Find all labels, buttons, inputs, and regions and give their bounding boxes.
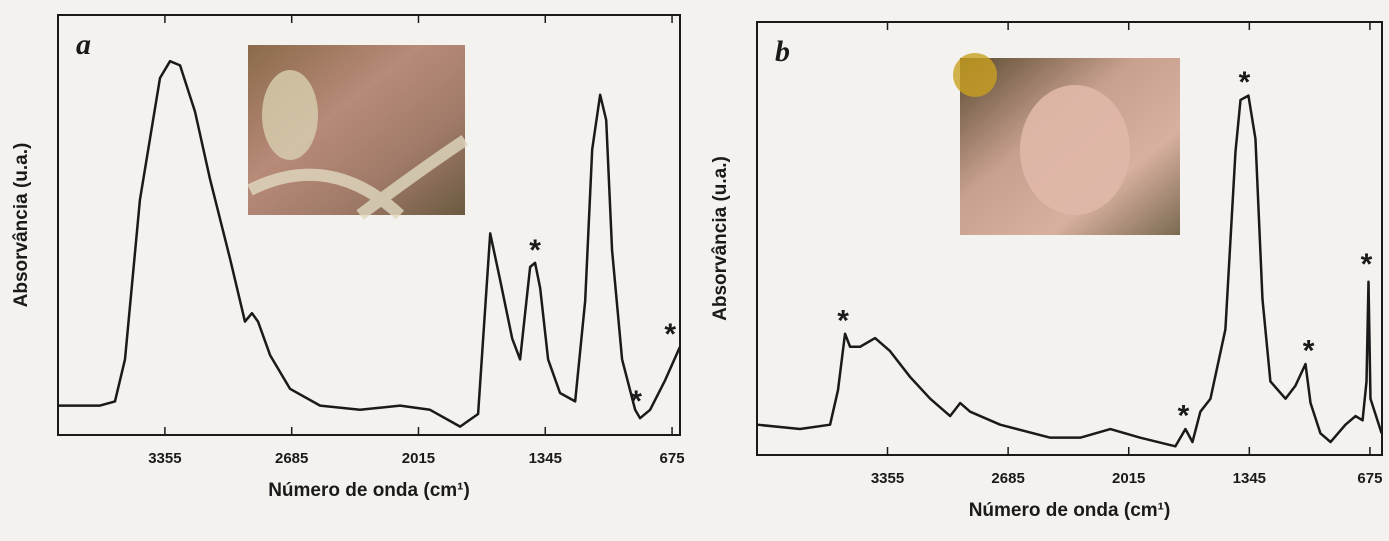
x-tick-label: 2015	[402, 450, 435, 467]
peak-marker: *	[664, 318, 676, 351]
panel: 3355 2685 2015 1345 675 Número de onda (cm¹) A…	[11, 14, 685, 501]
panel: 3355 2685 2015 1345 675 Número de onda (cm¹) A…	[710, 21, 1383, 521]
y-axis-label: Absorvância (u.a.)	[11, 143, 32, 308]
plot-frame	[57, 14, 681, 436]
plot-frame	[756, 21, 1383, 456]
peak-marker: *	[630, 385, 642, 418]
x-tick-label: 2685	[275, 450, 308, 467]
y-axis-label: Absorvância (u.a.)	[710, 156, 731, 321]
peak-marker: *	[529, 234, 541, 267]
x-tick-label: 675	[1357, 470, 1382, 487]
inset-photo-a	[247, 45, 469, 220]
x-axis-label: Número de onda (cm¹)	[268, 480, 470, 501]
panel-label: b	[775, 35, 790, 68]
peak-marker: *	[1239, 66, 1251, 99]
x-tick-label: 3355	[871, 470, 904, 487]
peak-marker: *	[1303, 335, 1315, 368]
x-tick-label: 1345	[529, 450, 562, 467]
x-tick-label: 3355	[148, 450, 181, 467]
panel-label: a	[76, 28, 91, 61]
peak-marker: *	[1361, 248, 1373, 281]
spectrum-line	[58, 59, 682, 428]
spectrum-line	[756, 94, 1383, 448]
x-tick-label: 2685	[991, 470, 1024, 487]
x-tick-label: 675	[660, 450, 685, 467]
x-axis-label: Número de onda (cm¹)	[969, 500, 1171, 521]
inset-photo-b	[953, 53, 1180, 235]
x-tick-label: 2015	[1112, 470, 1145, 487]
peak-marker: *	[837, 304, 849, 337]
peak-marker: *	[1178, 400, 1190, 433]
x-tick-label: 1345	[1233, 470, 1266, 487]
